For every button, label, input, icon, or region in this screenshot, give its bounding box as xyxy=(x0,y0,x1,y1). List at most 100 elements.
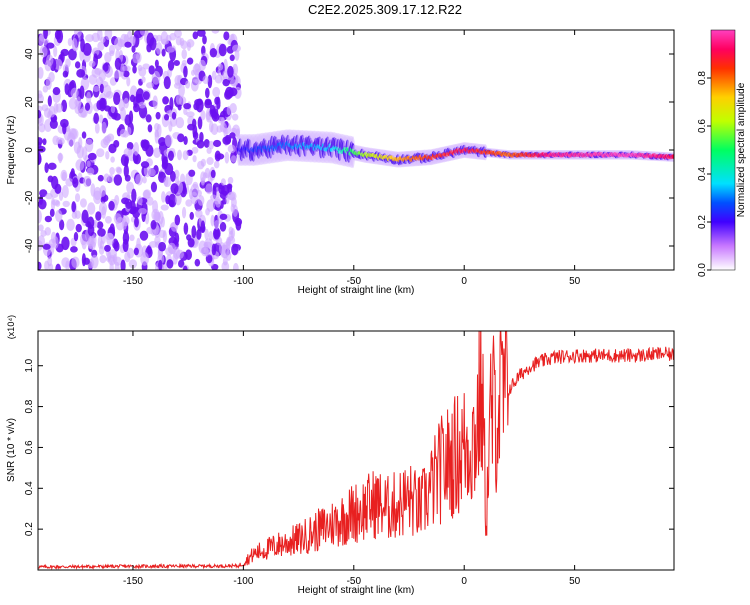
spectrogram-noise-cell xyxy=(86,91,92,105)
spectrogram-noise-cell xyxy=(55,209,63,222)
spectrogram-noise-cell xyxy=(96,221,104,230)
spectrogram-noise-cell xyxy=(224,134,232,145)
spectrogram-noise-cell xyxy=(92,85,100,92)
spectrogram-noise-cell xyxy=(213,139,222,148)
spectrogram-noise-cell xyxy=(151,70,161,85)
spectrogram-noise-cell xyxy=(187,237,195,248)
spectrogram-noise-cell xyxy=(204,228,209,241)
spectrogram-noise-cell xyxy=(192,155,197,163)
spectrogram-noise-cell xyxy=(142,176,147,184)
spectrogram-noise-cell xyxy=(46,42,55,49)
spectrogram-noise-cell xyxy=(146,43,152,53)
spectrogram-noise-cell xyxy=(132,65,137,74)
spectrogram-noise-cell xyxy=(154,59,159,68)
spectrogram-noise-cell xyxy=(106,232,115,246)
spectrogram-noise-cell xyxy=(100,36,106,43)
spectrogram-noise-cell xyxy=(150,181,158,193)
spectrogram-noise-cell xyxy=(155,34,163,42)
spectrogram-noise-cell xyxy=(108,200,115,211)
spectrogram-noise-cell xyxy=(234,49,240,61)
spectrogram-x-tick-label: 50 xyxy=(569,276,581,287)
spectrogram-noise-cell xyxy=(44,215,53,223)
spectrogram-noise-cell xyxy=(113,174,123,186)
spectrogram-noise-cell xyxy=(167,59,175,71)
spectrogram-noise-cell xyxy=(40,230,47,237)
spectrogram-x-ticks: -150 -100 -50 0 50 xyxy=(123,30,581,287)
spectrogram-noise-cell xyxy=(79,233,87,246)
spectrogram-noise-cell xyxy=(140,161,150,169)
spectrogram-noise-cell xyxy=(120,259,126,270)
spectrogram-y-tick-label: 40 xyxy=(24,48,35,60)
spectrogram-noise-cell xyxy=(62,200,70,208)
spectrogram-noise-cell xyxy=(196,228,202,240)
spectrogram-heatmap xyxy=(38,30,674,270)
spectrogram-noise-cell xyxy=(128,110,134,124)
spectrogram-noise-cell xyxy=(104,30,113,40)
snr-y-tick-label: 0.4 xyxy=(24,481,35,495)
spectrogram-noise-cell xyxy=(183,222,189,235)
spectrogram-noise-cell xyxy=(166,259,174,269)
spectrogram-noise-cell xyxy=(199,131,204,143)
spectrogram-noise-cell xyxy=(38,34,45,46)
spectrogram-noise-cell xyxy=(175,116,185,129)
spectrogram-noise-cell xyxy=(231,44,241,53)
spectrogram-noise-cell xyxy=(209,47,218,58)
spectrogram-noise-cell xyxy=(81,131,87,139)
spectrogram-noise-cell xyxy=(61,184,69,199)
spectrogram-noise-cell xyxy=(192,31,199,40)
spectrogram-noise-cell xyxy=(219,122,227,133)
spectrogram-signal-core xyxy=(671,154,674,159)
snr-x-label: Height of straight line (km) xyxy=(298,585,415,596)
colorbar-label: Normalized spectral amplitude xyxy=(736,82,747,217)
spectrogram-noise-cell xyxy=(148,168,156,177)
spectrogram-noise-cell xyxy=(109,261,114,270)
spectrogram-noise-cell xyxy=(229,132,236,139)
spectrogram-y-tick-label: 0 xyxy=(24,147,35,153)
spectrogram-noise-cell xyxy=(132,53,140,64)
spectrogram-noise-cell xyxy=(98,201,108,216)
spectrogram-noise-cell xyxy=(48,105,56,118)
spectrogram-noise-cell xyxy=(150,220,157,230)
spectrogram-noise-cell xyxy=(85,138,94,153)
spectrogram-noise-cell xyxy=(113,256,122,266)
spectrogram-noise-cell xyxy=(145,114,152,123)
spectrogram-noise-cell xyxy=(110,105,116,114)
spectrogram-noise-cell xyxy=(71,211,78,219)
spectrogram-noise-cell xyxy=(226,249,232,261)
spectrogram-noise-cell xyxy=(211,70,217,81)
spectrogram-noise-cell xyxy=(113,139,120,148)
spectrogram-noise-cell xyxy=(100,196,106,204)
spectrogram-noise-cell xyxy=(60,169,68,182)
spectrogram-noise-cell xyxy=(90,183,96,197)
spectrogram-noise-cell xyxy=(188,169,196,177)
spectrogram-noise-cell xyxy=(133,247,139,256)
spectrogram-noise-cell xyxy=(110,156,115,163)
spectrogram-noise-cell xyxy=(133,141,140,156)
spectrogram-noise-cell xyxy=(223,31,230,41)
spectrogram-noise-cell xyxy=(93,112,100,124)
spectrogram-noise-cell xyxy=(98,114,104,123)
spectrogram-noise-cell xyxy=(213,160,220,169)
spectrogram-noise-cell xyxy=(231,113,239,121)
spectrogram-noise-cell xyxy=(194,62,200,73)
spectrogram-noise-cell xyxy=(39,45,48,58)
spectrogram-y-tick-label: -40 xyxy=(24,238,35,253)
spectrogram-noise-cell xyxy=(113,70,120,79)
spectrogram-noise-cell xyxy=(200,171,206,184)
spectrogram-noise-cell xyxy=(70,246,78,253)
spectrogram-noise-cell xyxy=(139,230,149,241)
spectrogram-noise-cell xyxy=(65,178,74,187)
spectrogram-noise-cell xyxy=(54,183,62,195)
spectrogram-noise-cell xyxy=(68,97,78,110)
spectrogram-noise-cell xyxy=(44,162,49,174)
spectrogram-noise-cell xyxy=(68,48,77,61)
spectrogram-noise-cell xyxy=(123,97,129,109)
spectrogram-noise-cell xyxy=(169,170,176,182)
colorbar-gradient xyxy=(710,29,736,271)
snr-x-tick-label: -150 xyxy=(123,576,143,587)
spectrogram-noise-cell xyxy=(129,94,136,103)
spectrogram-y-label: Frequency (Hz) xyxy=(6,116,17,185)
spectrogram-noise-cell xyxy=(58,152,63,164)
spectrogram-noise-cell xyxy=(154,211,161,222)
spectrogram-noise-cell xyxy=(207,74,213,89)
